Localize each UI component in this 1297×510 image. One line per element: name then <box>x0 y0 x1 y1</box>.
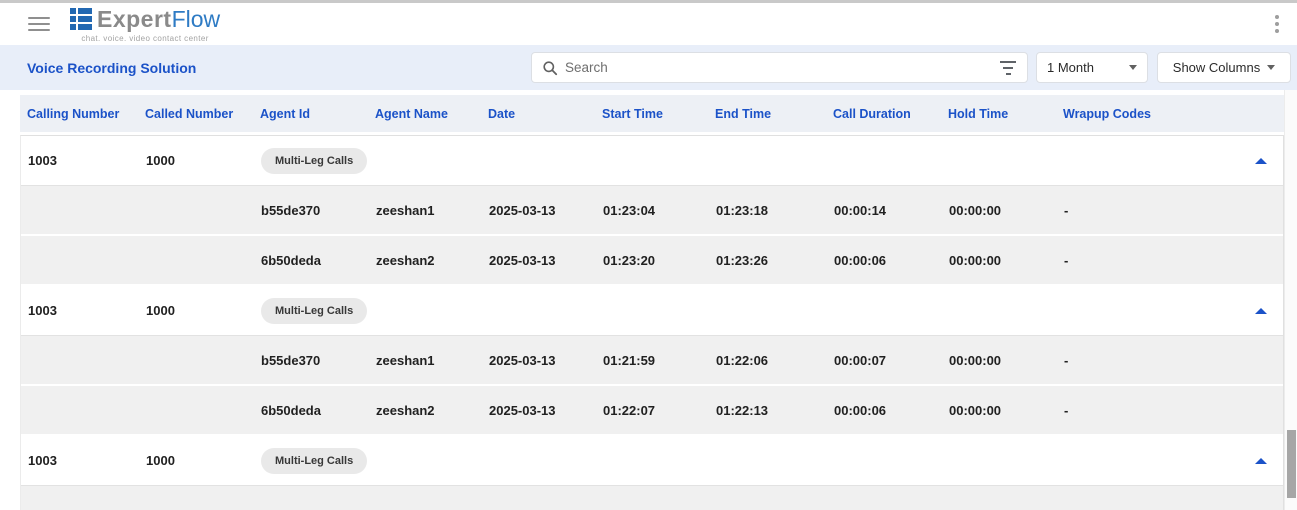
end-time-cell: 01:23:18 <box>716 202 769 218</box>
date-range-select[interactable]: 1 Month <box>1036 52 1148 83</box>
column-header-agent-id[interactable]: Agent Id <box>260 106 310 121</box>
brand-name-primary: Expert <box>97 5 172 32</box>
agent-name-cell: zeeshan2 <box>376 252 435 268</box>
calling-number-cell: 1003 <box>28 453 57 468</box>
called-number-cell: 1000 <box>146 453 175 468</box>
call-leg-row: 6b50deda zeeshan2 2025-03-13 01:22:07 01:22:… <box>21 386 1283 436</box>
date-range-value: 1 Month <box>1047 60 1094 75</box>
start-time-cell: 01:23:20 <box>603 252 656 268</box>
calling-number-cell: 1003 <box>28 303 57 318</box>
show-columns-button[interactable]: Show Columns <box>1157 52 1291 83</box>
column-header-calling-number[interactable]: Calling Number <box>27 106 120 121</box>
search-box <box>531 52 1028 83</box>
call-duration-cell: 00:00:14 <box>834 202 887 218</box>
date-cell: 2025-03-13 <box>489 202 556 218</box>
show-columns-label: Show Columns <box>1172 60 1261 75</box>
start-time-cell: 01:23:04 <box>603 202 656 218</box>
start-time-cell: 01:21:59 <box>603 352 656 368</box>
call-group-row[interactable]: 1003 1000 Multi-Leg Calls <box>21 136 1283 186</box>
hold-time-cell: 00:00:00 <box>949 252 1002 268</box>
agent-id-cell: 6b50deda <box>261 402 321 418</box>
date-cell: 2025-03-13 <box>489 402 556 418</box>
expertflow-logomark-icon <box>70 8 92 30</box>
multi-leg-calls-chip: Multi-Leg Calls <box>261 447 368 474</box>
hold-time-cell: 00:00:00 <box>949 352 1002 368</box>
column-header-date[interactable]: Date <box>488 106 516 121</box>
call-duration-cell: 00:00:06 <box>834 252 887 268</box>
column-header-agent-name[interactable]: Agent Name <box>375 106 448 121</box>
collapse-arrow-icon[interactable] <box>1255 157 1267 164</box>
hold-time-cell: 00:00:00 <box>949 402 1002 418</box>
start-time-cell: 01:22:07 <box>603 402 656 418</box>
agent-id-cell: b55de370 <box>261 352 321 368</box>
call-leg-row: b55de370 zeeshan1 2025-03-13 01:21:59 01:22:… <box>21 336 1283 386</box>
date-cell: 2025-03-13 <box>489 352 556 368</box>
multi-leg-calls-chip: Multi-Leg Calls <box>261 297 368 324</box>
column-header-hold-time[interactable]: Hold Time <box>948 106 1009 121</box>
call-leg-row <box>21 486 1283 510</box>
page-title: Voice Recording Solution <box>27 59 197 76</box>
chevron-down-icon <box>1129 65 1137 70</box>
wrapup-codes-cell: - <box>1064 252 1069 268</box>
search-input[interactable] <box>565 60 999 75</box>
date-cell: 2025-03-13 <box>489 252 556 268</box>
vertical-scrollbar[interactable] <box>1284 90 1297 510</box>
kebab-menu-icon[interactable] <box>1271 11 1283 37</box>
agent-name-cell: zeeshan2 <box>376 402 435 418</box>
column-header-called-number[interactable]: Called Number <box>145 106 234 121</box>
toolbar: Voice Recording Solution 1 Month Show Co… <box>0 45 1297 90</box>
end-time-cell: 01:23:26 <box>716 252 769 268</box>
call-leg-row: 6b50deda zeeshan2 2025-03-13 01:23:20 01:23:… <box>21 236 1283 286</box>
multi-leg-calls-chip: Multi-Leg Calls <box>261 147 368 174</box>
app-top-bar: Expert Flow chat. voice. video contact ce… <box>0 3 1297 45</box>
collapse-arrow-icon[interactable] <box>1255 307 1267 314</box>
search-icon <box>543 60 558 75</box>
brand-logo: Expert Flow chat. voice. video contact ce… <box>70 6 220 43</box>
agent-id-cell: b55de370 <box>261 202 321 218</box>
column-header-call-duration[interactable]: Call Duration <box>833 106 911 121</box>
column-header-wrapup-codes[interactable]: Wrapup Codes <box>1063 106 1151 121</box>
table-body: 1003 1000 Multi-Leg Calls b55de370 zeeshan1 2… <box>20 135 1284 510</box>
wrapup-codes-cell: - <box>1064 202 1069 218</box>
agent-name-cell: zeeshan1 <box>376 352 435 368</box>
hamburger-menu-icon[interactable] <box>28 17 50 31</box>
call-group-row[interactable]: 1003 1000 Multi-Leg Calls <box>21 286 1283 336</box>
call-leg-row: b55de370 zeeshan1 2025-03-13 01:23:04 01:23:… <box>21 186 1283 236</box>
agent-id-cell: 6b50deda <box>261 252 321 268</box>
table-header-row: Calling Number Called Number Agent Id Ag… <box>20 95 1284 132</box>
end-time-cell: 01:22:06 <box>716 352 769 368</box>
brand-name-secondary: Flow <box>171 5 221 32</box>
top-border-strip <box>0 0 1297 3</box>
calling-number-cell: 1003 <box>28 153 57 168</box>
called-number-cell: 1000 <box>146 153 175 168</box>
wrapup-codes-cell: - <box>1064 402 1069 418</box>
hold-time-cell: 00:00:00 <box>949 202 1002 218</box>
end-time-cell: 01:22:13 <box>716 402 769 418</box>
called-number-cell: 1000 <box>146 303 175 318</box>
filter-list-icon[interactable] <box>999 60 1017 75</box>
agent-name-cell: zeeshan1 <box>376 202 435 218</box>
scrollbar-thumb[interactable] <box>1287 430 1296 498</box>
call-duration-cell: 00:00:06 <box>834 402 887 418</box>
call-group-row[interactable]: 1003 1000 Multi-Leg Calls <box>21 436 1283 486</box>
brand-tagline: chat. voice. video contact center <box>81 33 209 43</box>
collapse-arrow-icon[interactable] <box>1255 457 1267 464</box>
call-duration-cell: 00:00:07 <box>834 352 887 368</box>
column-header-start-time[interactable]: Start Time <box>602 106 663 121</box>
chevron-down-icon <box>1267 65 1276 70</box>
wrapup-codes-cell: - <box>1064 352 1069 368</box>
column-header-end-time[interactable]: End Time <box>715 106 772 121</box>
